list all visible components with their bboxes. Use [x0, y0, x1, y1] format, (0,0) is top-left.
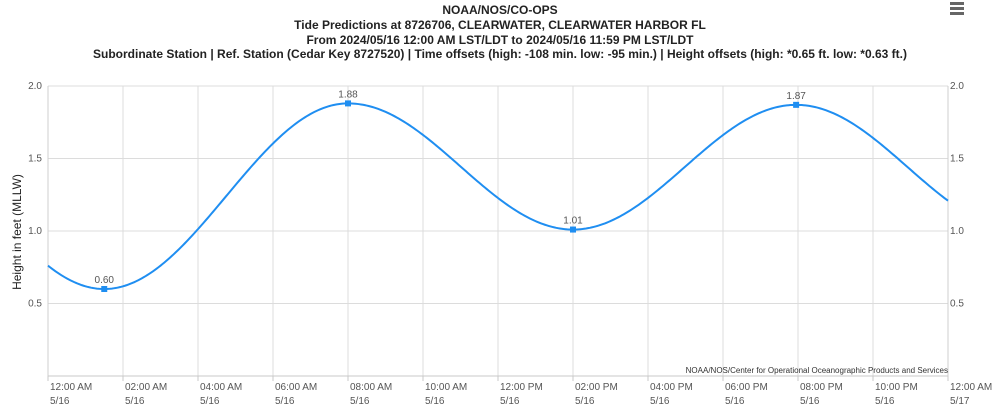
extrema-markers: 0.60 1.88 1.01 1.87: [95, 89, 806, 292]
x-tick-time-label: 08:00 AM: [350, 382, 392, 393]
x-tick-date-label: 5/16: [725, 396, 745, 407]
x-tick-date-label: 5/16: [125, 396, 145, 407]
y-tick-label-right: 0.5: [950, 299, 964, 310]
extremum-data-label: 1.88: [338, 89, 358, 100]
x-tick-time-label: 12:00 AM: [50, 382, 92, 393]
x-tick-date-label: 5/16: [425, 396, 445, 407]
x-tick-date-label: 5/17: [950, 396, 970, 407]
y-tick-label-left: 2.0: [28, 81, 42, 92]
y-axis-label: Height in feet (MLLW): [10, 174, 24, 290]
extremum-point: [793, 101, 800, 108]
x-tick-date-label: 5/16: [50, 396, 70, 407]
extremum-point: [101, 286, 108, 292]
y-tick-label-right: 1.5: [950, 154, 964, 165]
x-tick-date-label: 5/16: [650, 396, 670, 407]
x-tick-date-label: 5/16: [200, 396, 220, 407]
x-tick-time-label: 02:00 PM: [575, 382, 618, 393]
x-tick-time-label: 10:00 AM: [425, 382, 467, 393]
x-tick-date-label: 5/16: [350, 396, 370, 407]
x-tick-time-label: 02:00 AM: [125, 382, 167, 393]
x-tick-time-label: 12:00 PM: [500, 382, 543, 393]
extremum-data-label: 1.87: [786, 91, 806, 102]
chart-title-2: Tide Predictions at 8726706, CLEARWATER,…: [294, 18, 706, 32]
x-tick-date-label: 5/16: [875, 396, 895, 407]
x-tick-date-label: 5/16: [500, 396, 520, 407]
credit-text: NOAA/NOS/Center for Operational Oceanogr…: [686, 366, 948, 375]
extremum-point: [345, 100, 351, 107]
x-tick-time-label: 12:00 AM: [950, 382, 992, 393]
chart-titles: NOAA/NOS/CO-OPS Tide Predictions at 8726…: [93, 3, 907, 61]
chart-title-3: From 2024/05/16 12:00 AM LST/LDT to 2024…: [306, 33, 694, 47]
x-tick-date-label: 5/16: [800, 396, 820, 407]
y-tick-label-right: 2.0: [950, 81, 964, 92]
x-tick-time-label: 10:00 PM: [875, 382, 918, 393]
x-tick-time-label: 04:00 AM: [200, 382, 242, 393]
y-tick-label-left: 1.5: [28, 154, 42, 165]
hamburger-menu-icon[interactable]: [946, 0, 968, 18]
extremum-data-label: 1.01: [563, 216, 583, 227]
y-tick-label-left: 0.5: [28, 299, 42, 310]
x-ticks: 12:00 AM 5/16 02:00 AM 5/16 04:00 AM 5/16 06:0…: [47, 376, 992, 407]
x-tick-date-label: 5/16: [575, 396, 595, 407]
grid: [47, 85, 949, 377]
y-ticks-left: 0.5 1.0 1.5 2.0: [28, 81, 42, 310]
x-tick-date-label: 5/16: [275, 396, 295, 407]
chart-title-1: NOAA/NOS/CO-OPS: [442, 3, 557, 17]
y-tick-label-right: 1.0: [950, 226, 964, 237]
y-tick-label-left: 1.0: [28, 226, 42, 237]
chart-title-4: Subordinate Station | Ref. Station (Ceda…: [93, 47, 907, 61]
extremum-data-label: 0.60: [95, 275, 115, 286]
x-tick-time-label: 06:00 PM: [725, 382, 768, 393]
x-tick-time-label: 04:00 PM: [650, 382, 693, 393]
x-tick-time-label: 06:00 AM: [275, 382, 317, 393]
y-ticks-right: 0.5 1.0 1.5 2.0: [950, 81, 964, 310]
x-tick-time-label: 08:00 PM: [800, 382, 843, 393]
extremum-point: [570, 226, 576, 233]
